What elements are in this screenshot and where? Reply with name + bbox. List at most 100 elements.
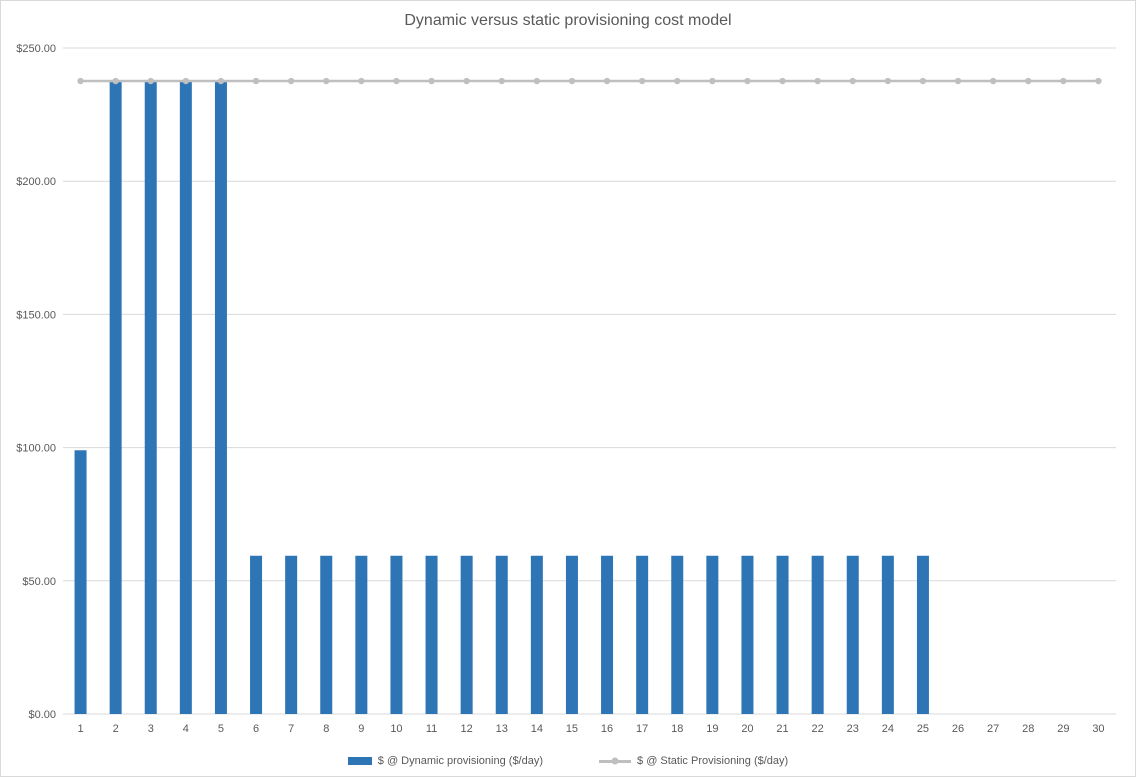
line-marker-day-10: [393, 77, 400, 85]
y-tick-label-250: $250.00: [16, 43, 56, 55]
x-tick-label-3: 3: [148, 723, 154, 735]
line-marker-day-3: [147, 77, 154, 85]
x-tick-label-12: 12: [461, 723, 473, 735]
x-tick-label-25: 25: [917, 723, 929, 735]
bar-day-13: [495, 555, 508, 714]
x-tick-label-17: 17: [636, 723, 648, 735]
x-tick-label-24: 24: [882, 723, 894, 735]
x-tick-label-22: 22: [812, 723, 824, 735]
line-marker-day-21: [779, 77, 786, 85]
line-marker-day-5: [217, 77, 225, 85]
line-marker-day-18: [674, 77, 681, 85]
x-tick-label-14: 14: [531, 723, 543, 735]
y-tick-label-0: $0.00: [28, 709, 56, 721]
x-tick-label-27: 27: [987, 723, 999, 735]
bar-day-17: [636, 555, 649, 714]
line-marker-day-26: [954, 77, 962, 85]
chart-title: Dynamic versus static provisioning cost …: [404, 12, 732, 29]
line-marker-day-28: [1025, 77, 1032, 85]
line-marker-day-15: [568, 77, 576, 85]
line-marker-day-24: [884, 77, 892, 85]
line-marker-day-9: [358, 77, 365, 85]
x-tick-label-10: 10: [390, 723, 402, 735]
line-marker-day-30: [1095, 77, 1102, 85]
line-marker-day-2: [112, 77, 119, 85]
x-tick-label-21: 21: [776, 723, 788, 735]
line-marker-day-20: [744, 77, 751, 85]
line-marker-day-11: [428, 77, 435, 85]
line-marker-day-13: [498, 77, 505, 85]
bar-day-20: [741, 555, 754, 714]
line-marker-day-8: [323, 77, 330, 85]
bar-day-6: [250, 555, 263, 714]
legend-bar-swatch-icon: [347, 757, 372, 765]
y-tick-label-200: $200.00: [16, 176, 56, 188]
legend-label-static: $ @ Static Provisioning ($/day): [637, 755, 789, 767]
line-marker-day-14: [533, 77, 541, 85]
y-tick-label-150: $150.00: [16, 309, 56, 321]
line-marker-day-23: [849, 77, 856, 85]
bar-day-11: [425, 555, 438, 714]
line-marker-day-4: [182, 77, 190, 85]
bar-day-25: [916, 555, 929, 714]
bar-day-18: [671, 555, 684, 714]
line-marker-day-1: [77, 77, 84, 85]
x-tick-label-19: 19: [706, 723, 718, 735]
bar-day-5: [214, 81, 227, 715]
bar-day-23: [846, 555, 859, 714]
y-tick-label-100: $100.00: [16, 443, 56, 455]
bar-day-2: [109, 81, 122, 715]
x-tick-label-9: 9: [358, 723, 364, 735]
x-tick-label-7: 7: [288, 723, 294, 735]
legend-item-static: $ @ Static Provisioning ($/day): [599, 755, 788, 767]
bar-day-16: [601, 555, 614, 714]
y-tick-label-50: $50.00: [22, 576, 56, 588]
legend: $ @ Dynamic provisioning ($/day) $ @ Sta…: [1, 755, 1135, 767]
bar-day-15: [565, 555, 578, 714]
x-tick-label-8: 8: [323, 723, 329, 735]
legend-line-marker-icon: [611, 757, 619, 765]
line-marker-day-25: [919, 77, 927, 85]
x-tick-label-6: 6: [253, 723, 259, 735]
bar-day-21: [776, 555, 789, 714]
x-tick-label-1: 1: [77, 723, 83, 735]
x-tick-label-29: 29: [1057, 723, 1069, 735]
x-tick-label-16: 16: [601, 723, 613, 735]
bar-day-9: [355, 555, 368, 714]
bar-day-24: [881, 555, 894, 714]
x-tick-label-23: 23: [847, 723, 859, 735]
x-tick-label-13: 13: [496, 723, 508, 735]
legend-item-dynamic: $ @ Dynamic provisioning ($/day): [347, 755, 544, 767]
x-tick-label-28: 28: [1022, 723, 1034, 735]
bar-day-12: [460, 555, 473, 714]
bar-day-19: [706, 555, 719, 714]
bar-day-8: [320, 555, 333, 714]
bar-day-4: [179, 81, 192, 715]
line-marker-day-19: [709, 77, 716, 85]
x-tick-label-4: 4: [183, 723, 189, 735]
line-marker-day-6: [252, 77, 260, 85]
line-marker-day-16: [603, 77, 611, 85]
bar-day-10: [390, 555, 403, 714]
x-tick-label-30: 30: [1092, 723, 1104, 735]
line-marker-day-27: [989, 77, 997, 85]
x-tick-label-26: 26: [952, 723, 964, 735]
line-marker-day-12: [463, 77, 470, 85]
line-marker-day-22: [814, 77, 821, 85]
line-marker-day-17: [638, 77, 646, 85]
x-tick-label-11: 11: [426, 723, 437, 735]
x-tick-label-5: 5: [218, 723, 224, 735]
line-marker-day-7: [287, 77, 295, 85]
x-tick-label-2: 2: [113, 723, 119, 735]
bar-day-3: [144, 81, 157, 715]
bar-day-1: [74, 450, 87, 714]
bar-day-7: [285, 555, 298, 714]
plot-area: $0.00 $50.00 $100.00 $150.00 $200.00 $250.00 1…: [16, 43, 1116, 735]
bar-day-22: [811, 555, 824, 714]
x-tick-label-15: 15: [566, 723, 578, 735]
line-marker-day-29: [1060, 77, 1067, 85]
bar-day-14: [530, 555, 543, 714]
x-tick-label-20: 20: [741, 723, 753, 735]
legend-label-dynamic: $ @ Dynamic provisioning ($/day): [377, 755, 544, 767]
